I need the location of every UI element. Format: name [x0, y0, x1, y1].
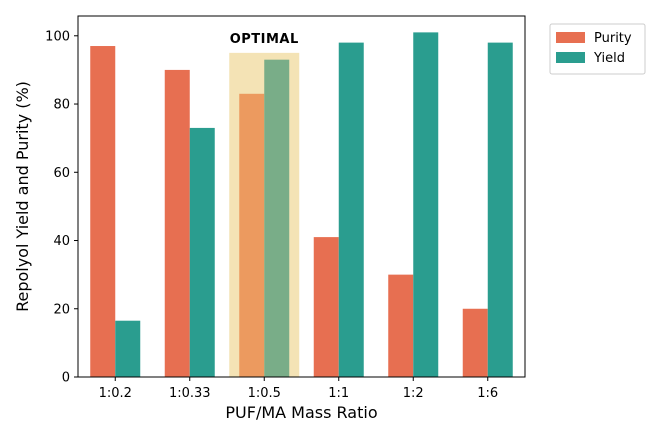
y-tick-label-80: 80 — [53, 98, 70, 113]
bar-yield-1-0-33 — [189, 127, 215, 377]
y-tick-label-100: 100 — [45, 29, 70, 44]
bar-purity-1-6 — [462, 308, 488, 377]
y-tick-label-0: 0 — [62, 371, 70, 386]
bar-yield-1-0-5 — [264, 59, 290, 377]
x-tick-label-1-0-5: 1:0.5 — [248, 386, 281, 401]
x-tick-label-1-6: 1:6 — [477, 386, 498, 401]
legend-label-purity: Purity — [594, 31, 632, 46]
bar-purity-1-0-33 — [164, 69, 190, 377]
bar-yield-1-6 — [487, 42, 513, 377]
bar-yield-1-2 — [413, 32, 439, 377]
ticks-layer: 0 20 40 60 80 100 1:0.2 1:0.33 1:0.5 1:1 1:2 1:6 — [45, 29, 498, 401]
plot-frame — [77, 15, 526, 378]
legend-swatch-yield — [556, 52, 585, 63]
bar-purity-1-0-5 — [239, 93, 265, 377]
legend-label-yield: Yield — [593, 51, 625, 66]
y-tick-label-20: 20 — [53, 302, 70, 317]
x-tick-label-1-1: 1:1 — [328, 386, 349, 401]
x-tick-label-1-0-2: 1:0.2 — [99, 386, 132, 401]
bar-purity-1-2 — [388, 274, 414, 377]
axes-layer — [77, 15, 526, 378]
x-tick-label-1-0-33: 1:0.33 — [169, 386, 211, 401]
x-tick-label-1-2: 1:2 — [403, 386, 424, 401]
bar-purity-1-0-2 — [90, 46, 116, 378]
bars-layer — [90, 32, 513, 378]
y-tick-label-40: 40 — [53, 234, 70, 249]
y-tick-label-60: 60 — [53, 166, 70, 181]
bar-purity-1-1 — [313, 237, 339, 377]
bar-yield-1-0-2 — [115, 320, 141, 377]
y-axis-label: Repolyol Yield and Purity (%) — [13, 81, 32, 312]
legend: Purity Yield — [549, 23, 646, 75]
x-axis-label: PUF/MA Mass Ratio — [225, 403, 377, 422]
legend-swatch-purity — [556, 32, 585, 43]
bar-yield-1-1 — [338, 42, 364, 377]
optimal-annotation: OPTIMAL — [230, 32, 299, 47]
